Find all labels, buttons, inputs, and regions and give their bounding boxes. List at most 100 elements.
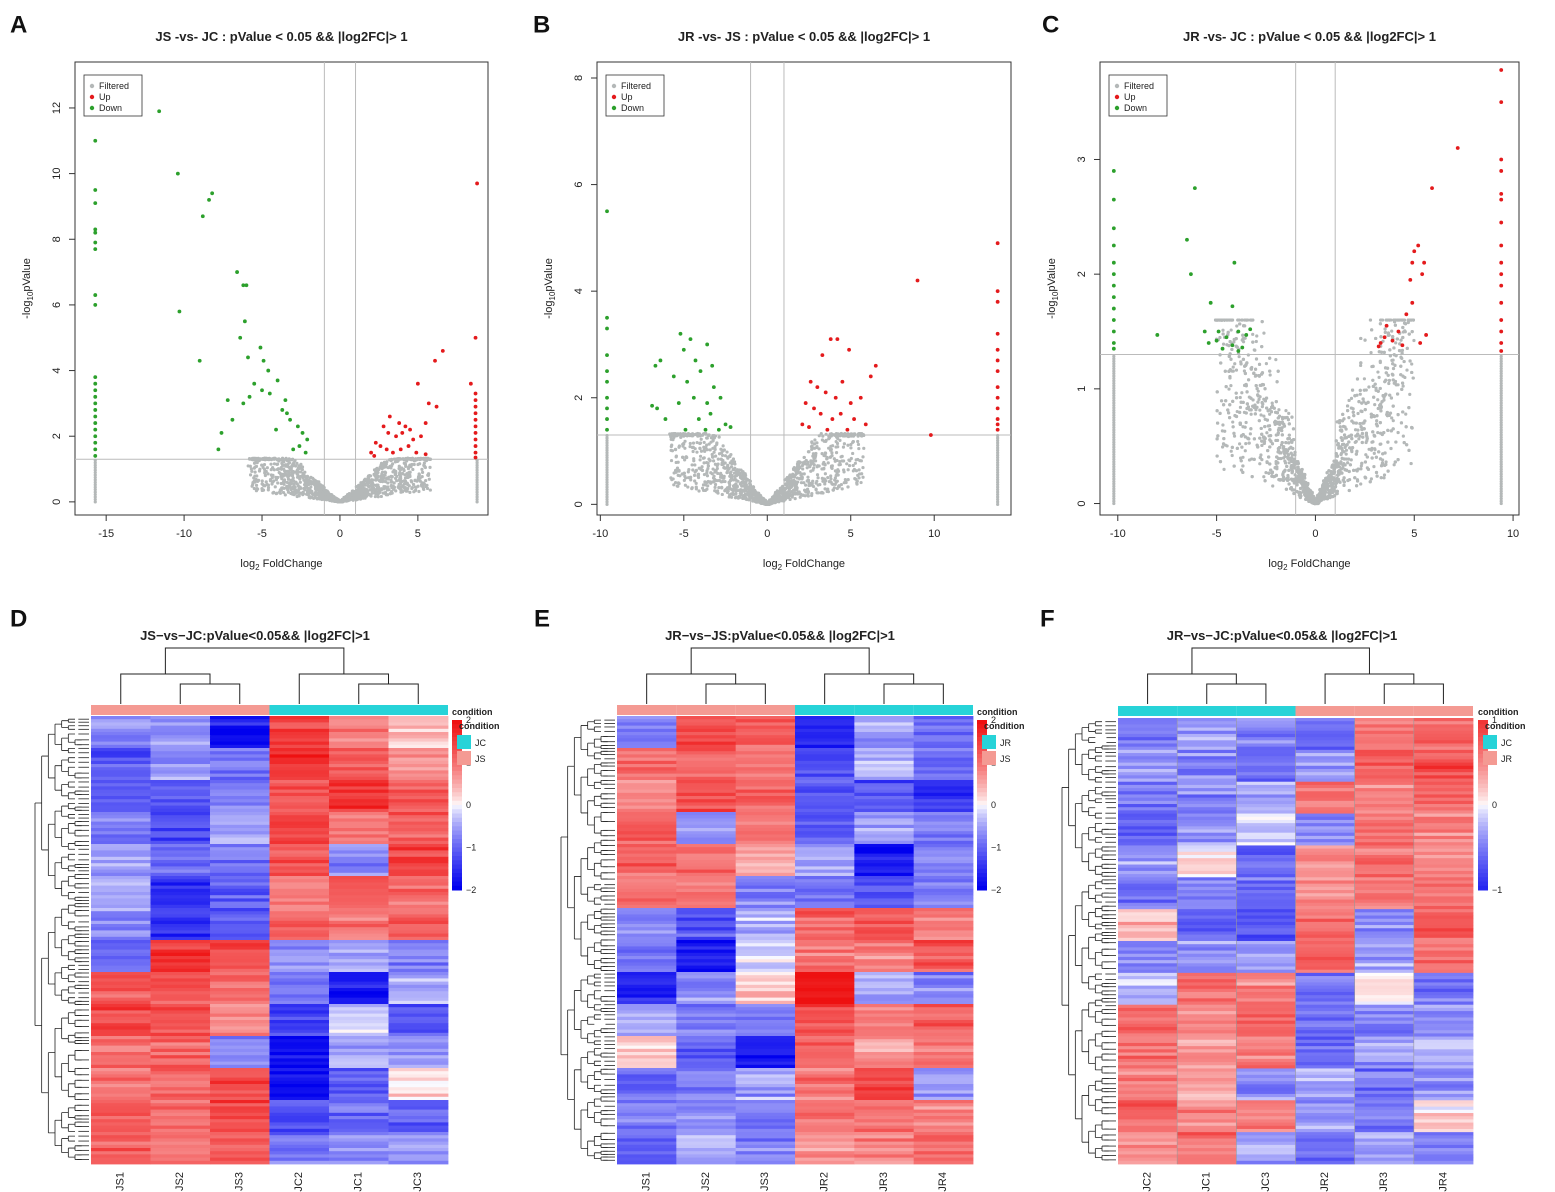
heatmap-cell (1295, 867, 1356, 872)
heatmap-cell (795, 764, 855, 768)
down-point (275, 378, 280, 383)
heatmap-cell (1413, 842, 1474, 846)
heatmap-cell (269, 840, 330, 845)
up-point (1410, 260, 1415, 265)
heatmap-cell (150, 1000, 211, 1005)
heatmap-cell (91, 879, 151, 883)
heatmap-cell (913, 812, 974, 816)
heatmap-cell (1177, 944, 1237, 948)
heatmap-cell (1118, 982, 1178, 986)
heatmap-cell (1177, 995, 1237, 999)
heatmap-cell (735, 1042, 796, 1046)
heatmap-cell (1236, 953, 1296, 958)
heatmap-cell (854, 799, 915, 803)
color-scale-label: 1 (1492, 715, 1497, 725)
heatmap-cell (329, 1116, 389, 1120)
color-scale-step (452, 817, 462, 823)
heatmap-cell (1177, 721, 1237, 725)
heatmap-cell (388, 1026, 449, 1030)
heatmap-cell (1177, 985, 1237, 990)
heatmap-cell (1236, 829, 1296, 834)
dendro-branch (690, 647, 870, 674)
heatmap-cell (91, 975, 151, 979)
heatmap-cell (1354, 772, 1415, 776)
heatmap-cell (1295, 1090, 1356, 1095)
heatmap-cell (1177, 1071, 1237, 1076)
heatmap-cell (617, 869, 677, 874)
heatmap-cell (210, 988, 270, 992)
heatmap-cell (1413, 1049, 1474, 1053)
down-point (93, 227, 98, 232)
heatmap-cell (735, 738, 796, 742)
heatmap-cell (1295, 1017, 1356, 1022)
heatmap-cell (1413, 1077, 1474, 1082)
heatmap-cell (913, 1116, 974, 1120)
heatmap-cell (150, 978, 211, 982)
heatmap-cell (1236, 1128, 1296, 1133)
heatmap-cell (1413, 1011, 1474, 1015)
heatmap-cell (269, 1029, 330, 1034)
legend-marker (1114, 83, 1120, 89)
heatmap-cell (1177, 1074, 1237, 1079)
heatmap-cell (210, 802, 270, 806)
heatmap-cell (150, 959, 211, 963)
heatmap-cell (91, 965, 151, 970)
heatmap-cell (329, 853, 389, 858)
heatmap-cell (91, 1093, 151, 1098)
heatmap-cell (1236, 788, 1296, 792)
heatmap-cell (795, 1154, 855, 1158)
heatmap-cell (913, 898, 974, 902)
heatmap-cell (617, 828, 677, 832)
heatmap-cell (269, 1036, 330, 1040)
heatmap-cell (210, 757, 270, 762)
condition-swatch (982, 751, 996, 765)
heatmap-cell (1354, 759, 1415, 763)
heatmap-cell (329, 962, 389, 966)
down-point (283, 398, 288, 403)
heatmap-cell (210, 949, 270, 954)
heatmap-cell (329, 834, 389, 838)
color-scale-label: 0 (1492, 800, 1497, 810)
heatmap-cell (1118, 749, 1178, 754)
heatmap-cell (1177, 982, 1237, 986)
heatmap-cell (676, 901, 737, 906)
heatmap-cell (91, 888, 151, 893)
heatmap-cell (735, 924, 796, 928)
heatmap-cell (329, 1074, 389, 1078)
color-scale-step (452, 834, 462, 840)
heatmap-cell (913, 911, 974, 915)
heatmap-cells (91, 716, 449, 1165)
heatmap-cell (388, 834, 449, 838)
heatmap-cell (735, 741, 796, 746)
heatmap-cell (1413, 890, 1474, 894)
heatmap-cell (676, 1026, 737, 1030)
heatmap-cell (854, 722, 915, 726)
heatmap-cell (913, 876, 974, 880)
heatmap-cell (617, 888, 677, 893)
heatmap-cell (854, 946, 915, 950)
heatmap-cell (1413, 928, 1474, 932)
heatmap-cell (735, 853, 796, 858)
heatmap-cell (210, 732, 270, 736)
heatmap-cell (617, 1160, 677, 1165)
heatmap-cell (388, 1055, 449, 1059)
heatmap-cell (388, 1160, 449, 1165)
heatmap-cell (1236, 1106, 1296, 1111)
heatmap-cell (150, 808, 211, 813)
heatmap-cell (913, 1039, 974, 1043)
heatmap-cell (854, 828, 915, 832)
down-point (280, 408, 285, 412)
heatmap-cell (617, 844, 677, 848)
heatmap-cell (676, 780, 737, 784)
heatmap-cell (388, 815, 449, 819)
heatmap-cell (329, 1128, 389, 1133)
sample-label: JR2 (819, 1172, 831, 1192)
heatmap-cell (1177, 1138, 1237, 1143)
heatmap-cell (795, 1128, 855, 1133)
heatmap-cell (617, 805, 677, 810)
heatmap-cell (1118, 905, 1178, 910)
dendro-branch (164, 647, 345, 674)
heatmap-cell (329, 1061, 389, 1066)
heatmap-cell (1118, 1062, 1178, 1066)
sample-label: JR3 (1378, 1172, 1390, 1192)
